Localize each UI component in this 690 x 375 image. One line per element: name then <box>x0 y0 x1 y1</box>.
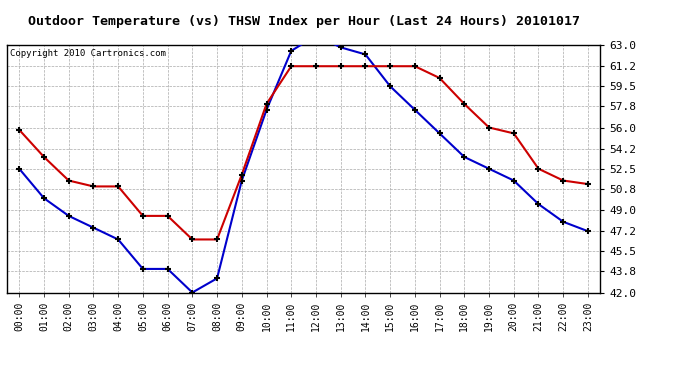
Text: Outdoor Temperature (vs) THSW Index per Hour (Last 24 Hours) 20101017: Outdoor Temperature (vs) THSW Index per … <box>28 15 580 28</box>
Text: Copyright 2010 Cartronics.com: Copyright 2010 Cartronics.com <box>10 49 166 58</box>
